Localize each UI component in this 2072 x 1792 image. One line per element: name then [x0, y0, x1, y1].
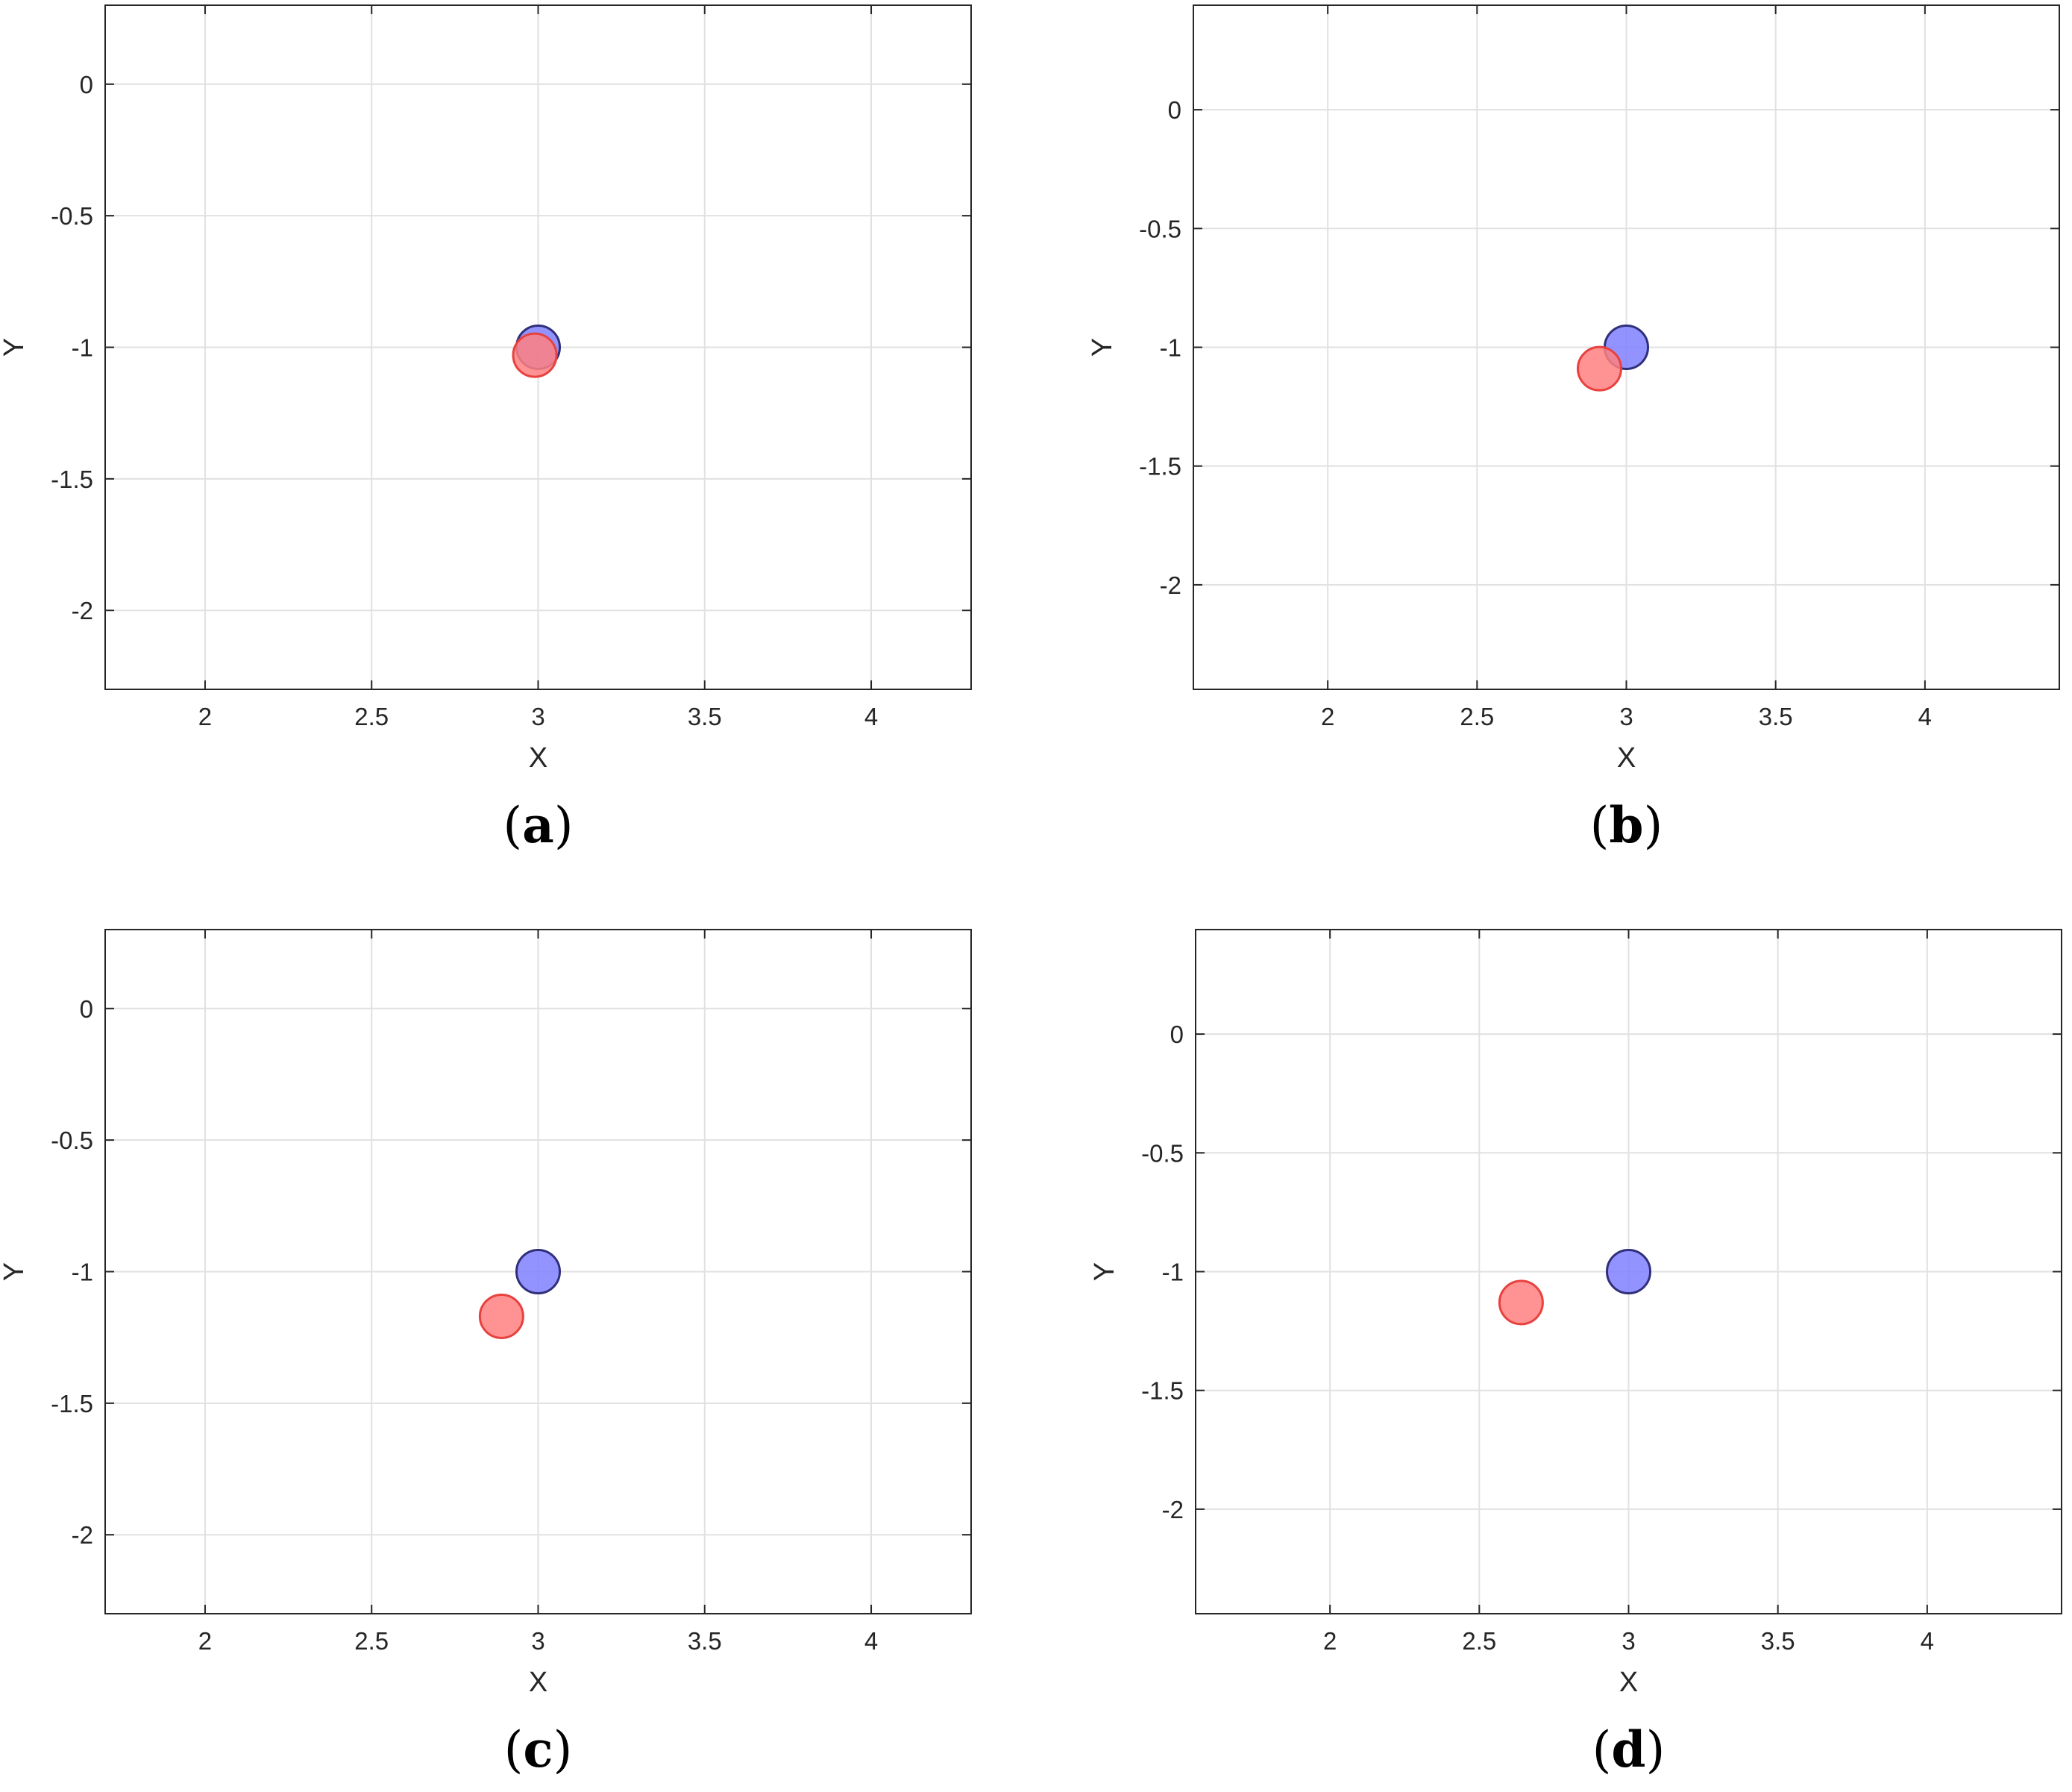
x-tick-label: 3.5: [1759, 703, 1793, 730]
y-tick-label: -2: [1162, 1496, 1184, 1523]
y-tick-label: -2: [72, 1521, 93, 1549]
x-axis-label: X: [1619, 1667, 1638, 1698]
y-tick-label: 0: [1170, 1021, 1184, 1048]
x-tick-label: 2.5: [354, 1627, 389, 1655]
red-data-point: [512, 332, 558, 378]
y-tick-label: -1.5: [1141, 1377, 1184, 1405]
y-axis-label: Y: [1087, 338, 1118, 357]
y-tick-label: -1: [72, 1259, 93, 1286]
x-axis-label: X: [1617, 742, 1636, 774]
axes-frame: [1193, 4, 2060, 690]
x-tick-label: 2.5: [1462, 1627, 1496, 1655]
y-tick-label: -2: [72, 597, 93, 624]
x-tick-label: 2: [1321, 703, 1334, 730]
y-tick-label: -0.5: [51, 202, 93, 230]
x-tick-label: 4: [864, 1627, 878, 1655]
y-tick-label: 0: [80, 71, 93, 98]
panel-d: 2 2.5 3 3.5 4 0 -0.5 -1 -1.5 -2 X Y (d): [1089, 929, 2062, 1779]
x-tick-label: 4: [1918, 703, 1932, 730]
x-axis-label: X: [529, 742, 547, 774]
panel-caption: (c): [504, 1720, 573, 1779]
x-tick-label: 3: [531, 1627, 544, 1655]
y-tick-label: 0: [80, 995, 93, 1023]
x-tick-label: 3.5: [688, 703, 722, 730]
y-axis-label: Y: [1089, 1262, 1120, 1281]
axes-frame: [104, 4, 972, 690]
y-tick-label: -1.5: [1139, 453, 1181, 480]
y-tick-label: -1: [1160, 334, 1181, 362]
x-tick-label: 3: [1622, 1627, 1635, 1655]
x-tick-label: 2: [198, 703, 212, 730]
x-axis-label: X: [529, 1667, 547, 1698]
x-tick-label: 4: [864, 703, 878, 730]
x-tick-label: 3.5: [1761, 1627, 1795, 1655]
panel-a: 2 2.5 3 3.5 4 0 -0.5 -1 -1.5 -2 X Y (a): [0, 4, 972, 854]
x-tick-label: 3: [1619, 703, 1633, 730]
x-tick-label: 4: [1921, 1627, 1934, 1655]
axes-frame: [1195, 929, 2062, 1614]
panel-caption: (d): [1592, 1720, 1666, 1779]
axes-frame: [104, 929, 972, 1614]
y-tick-label: -2: [1160, 571, 1181, 599]
y-tick-label: -0.5: [51, 1127, 93, 1154]
x-tick-label: 3.5: [688, 1627, 722, 1655]
x-tick-label: 3: [531, 703, 544, 730]
blue-data-point: [1606, 1249, 1651, 1294]
y-axis-label: Y: [0, 338, 30, 357]
x-tick-label: 2: [1323, 1627, 1337, 1655]
y-axis-label: Y: [0, 1262, 30, 1281]
red-data-point: [1576, 345, 1622, 392]
x-tick-label: 2.5: [1460, 703, 1494, 730]
y-tick-label: -0.5: [1139, 215, 1181, 242]
panel-caption: (b): [1590, 796, 1663, 854]
red-data-point: [1498, 1279, 1544, 1326]
y-tick-label: -1: [1162, 1259, 1184, 1286]
panel-b: 2 2.5 3 3.5 4 0 -0.5 -1 -1.5 -2 X Y (b): [1087, 4, 2060, 854]
x-tick-label: 2: [198, 1627, 212, 1655]
red-data-point: [478, 1293, 524, 1339]
y-tick-label: -0.5: [1141, 1139, 1184, 1167]
y-tick-label: -1.5: [51, 1390, 93, 1417]
panel-caption: (a): [503, 796, 573, 854]
y-tick-label: -1.5: [51, 466, 93, 493]
y-tick-label: 0: [1168, 96, 1181, 124]
x-tick-label: 2.5: [354, 703, 389, 730]
y-tick-label: -1: [72, 334, 93, 362]
blue-data-point: [515, 1249, 561, 1294]
panel-c: 2 2.5 3 3.5 4 0 -0.5 -1 -1.5 -2 X Y (c): [0, 929, 972, 1779]
